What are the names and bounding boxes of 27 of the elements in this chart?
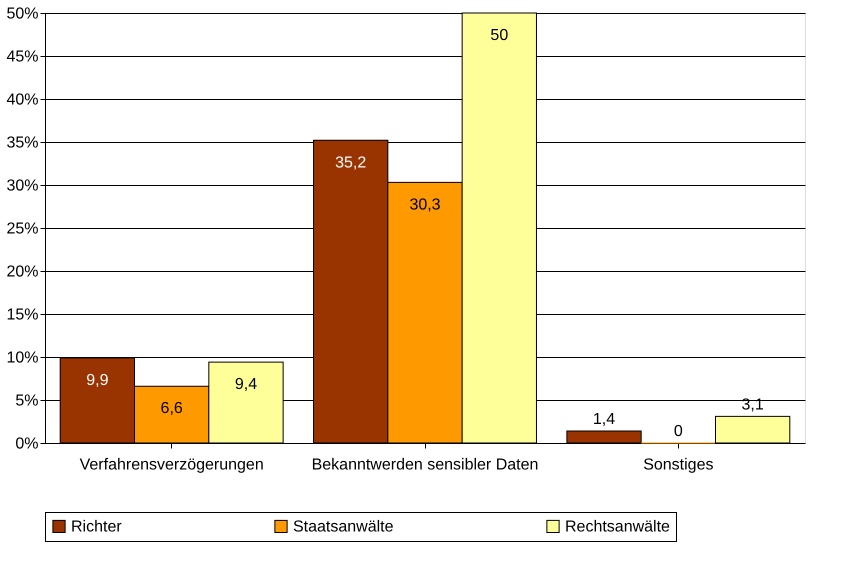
y-tick-label: 15% <box>6 306 38 324</box>
y-tick-label: 25% <box>6 220 38 238</box>
x-tick-label: Bekanntwerden sensibler Daten <box>312 456 538 474</box>
y-tick-label: 0% <box>15 436 38 452</box>
bar <box>714 416 790 444</box>
y-tick-label: 45% <box>6 48 38 66</box>
data-label: 50 <box>490 27 508 44</box>
data-label: 9,9 <box>86 372 109 389</box>
y-tick-label: 20% <box>6 264 38 280</box>
x-tick-label: Sonstiges <box>643 456 714 474</box>
data-label: 6,6 <box>160 400 183 418</box>
data-label: 9,4 <box>234 376 258 394</box>
x-tick-label: Verfahrensverzögerungen <box>80 456 264 474</box>
y-tick-label: 40% <box>6 92 38 108</box>
bar <box>566 430 642 444</box>
y-tick-label: 5% <box>15 392 38 410</box>
legend-label: Richter <box>71 518 122 536</box>
y-tick-label: 30% <box>6 178 38 194</box>
y-tick-label: 10% <box>6 350 38 366</box>
legend-label: Rechtsanwälte <box>565 518 670 536</box>
y-tick-label: 50% <box>6 6 38 22</box>
data-label: 30,3 <box>409 196 441 214</box>
data-label: 35,2 <box>335 154 366 172</box>
y-tick-label: 35% <box>6 134 38 152</box>
legend-label: Staatsanwälte <box>293 518 394 536</box>
data-label: 0 <box>674 423 683 440</box>
data-label: 1,4 <box>592 410 616 428</box>
